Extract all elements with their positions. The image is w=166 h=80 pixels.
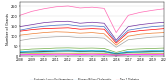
Y-axis label: Number of Grants: Number of Grants xyxy=(6,13,10,45)
Legend: Systemic Lupus Erythematosus, Rheumatoid Arthritis, Psoriasis, Inflammatory Bowe: Systemic Lupus Erythematosus, Rheumatoid… xyxy=(30,78,154,80)
